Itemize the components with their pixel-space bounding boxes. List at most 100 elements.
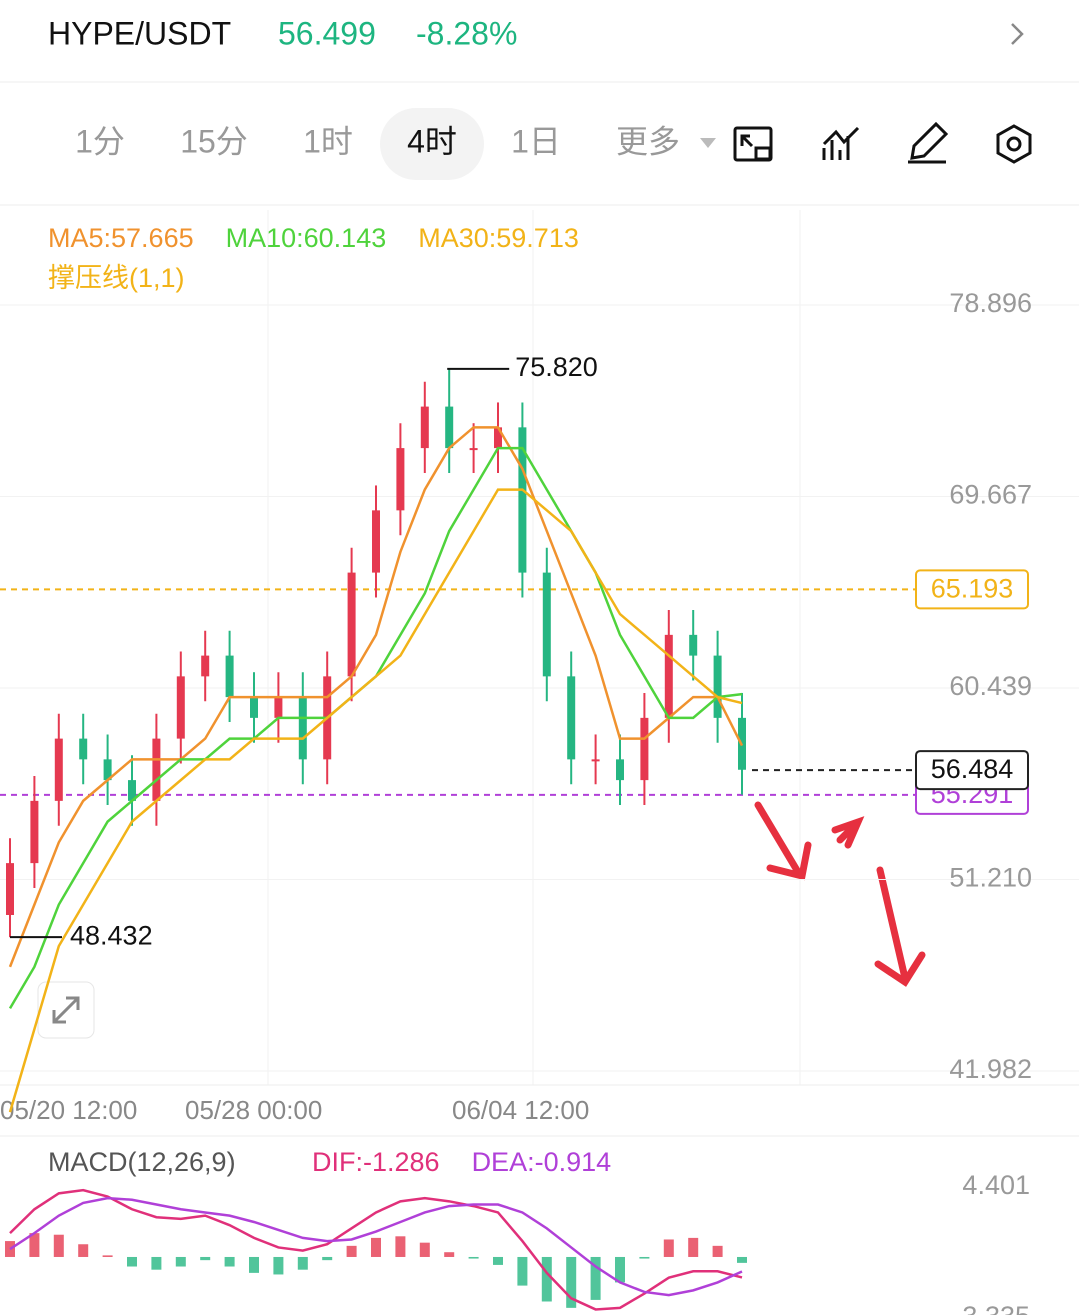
candle [518, 427, 527, 573]
candle [445, 406, 454, 449]
macd-bar [200, 1256, 211, 1261]
candle [225, 655, 234, 698]
change: -8.28% [416, 15, 517, 51]
tab[interactable]: 15分 [180, 123, 248, 159]
v-grid [267, 210, 801, 1085]
candle [152, 738, 161, 801]
expand-icon [52, 996, 80, 1024]
macd-bar [468, 1256, 479, 1259]
macd-bar [175, 1256, 186, 1267]
candle [6, 863, 14, 915]
low-label: 48.432 [70, 920, 153, 950]
macd-bar [615, 1256, 625, 1283]
x-label: 06/04 12:00 [452, 1095, 589, 1125]
candle [54, 738, 63, 801]
tab[interactable]: 4时 [407, 123, 457, 159]
toolbar-icons[interactable] [733, 121, 1032, 164]
dropdown[interactable] [700, 138, 716, 148]
candle [79, 738, 88, 760]
macd-bar [737, 1256, 747, 1263]
macd-bar [273, 1256, 284, 1275]
tab[interactable]: 更多 [616, 123, 680, 159]
ma-line [8, 426, 744, 968]
candle [128, 780, 136, 801]
y-tick-label: -3.335 [953, 1301, 1030, 1315]
y-tick-label: 60.439 [949, 671, 1032, 701]
y-tick-label: 69.667 [949, 480, 1032, 510]
x-label: 05/28 00:00 [185, 1095, 322, 1125]
price-tag-text: 65.193 [931, 573, 1014, 603]
legend-entry: MA5:57.665 [48, 223, 194, 253]
high-label: 75.820 [515, 352, 598, 382]
candle [640, 717, 649, 781]
macd-line [9, 1196, 743, 1297]
candle [201, 655, 210, 677]
candle [274, 697, 283, 718]
x-label: 05/20 12:00 [0, 1095, 137, 1125]
annotation-arrows [754, 801, 926, 987]
legend-entry: DIF:-1.286 [312, 1147, 440, 1177]
overlay-label: 撑压线(1,1) [48, 263, 185, 293]
candle [713, 655, 722, 718]
macd-bar [444, 1252, 455, 1257]
macd-line [9, 1188, 743, 1311]
candle [347, 572, 356, 677]
candle [567, 676, 576, 760]
candle [469, 448, 478, 451]
macd-bar [688, 1237, 699, 1257]
candle [689, 634, 698, 656]
macd-bar [29, 1233, 40, 1257]
macd-title: MACD(12,26,9) [48, 1147, 236, 1177]
macd-bar [249, 1256, 259, 1273]
chevron[interactable] [1011, 23, 1024, 45]
macd-bar [517, 1256, 528, 1286]
macd-bar [493, 1256, 503, 1265]
price: 56.499 [278, 15, 376, 51]
macd-bar [395, 1236, 406, 1257]
candle [30, 800, 39, 864]
candle [542, 572, 551, 677]
macd-bar [566, 1256, 577, 1308]
candle [420, 406, 429, 449]
y-tick-label: 51.210 [949, 863, 1032, 893]
active-tab-bg [380, 108, 484, 180]
y-tick-label: 4.401 [962, 1170, 1030, 1200]
macd-bar [151, 1256, 162, 1270]
macd-bar [322, 1256, 333, 1261]
candle [494, 427, 502, 449]
macd-bar [590, 1256, 601, 1300]
candle [176, 676, 185, 739]
macd-bar [541, 1256, 552, 1302]
pair: HYPE/USDT [48, 15, 231, 51]
y-tick-label: 78.896 [949, 288, 1032, 318]
macd-bar [53, 1234, 64, 1257]
macd-bar [297, 1256, 308, 1270]
price-tag-text: 56.484 [931, 754, 1014, 784]
tab[interactable]: 1分 [75, 123, 125, 159]
ma-line [8, 488, 743, 1113]
macd-bar [224, 1256, 235, 1267]
candle [396, 448, 405, 511]
candle [664, 634, 673, 718]
macd-bar [639, 1256, 650, 1259]
macd-bar [712, 1245, 723, 1257]
macd-bar [102, 1255, 113, 1257]
candle [616, 759, 624, 781]
tab[interactable]: 1日 [511, 123, 561, 159]
candle [103, 759, 112, 781]
legend-entry: MA10:60.143 [226, 223, 387, 253]
legend-entry: DEA:-0.914 [472, 1147, 612, 1177]
macd-bar [371, 1237, 381, 1257]
tab[interactable]: 1时 [303, 123, 353, 159]
macd-bar [78, 1244, 89, 1257]
legend-entry: MA30:59.713 [418, 223, 579, 253]
y-tick-label: 41.982 [949, 1054, 1032, 1084]
macd-bar [127, 1256, 137, 1267]
price-tag [915, 569, 1029, 610]
candle [250, 697, 258, 718]
candle [298, 697, 307, 760]
candle [372, 510, 380, 573]
macd-bar [346, 1245, 357, 1257]
